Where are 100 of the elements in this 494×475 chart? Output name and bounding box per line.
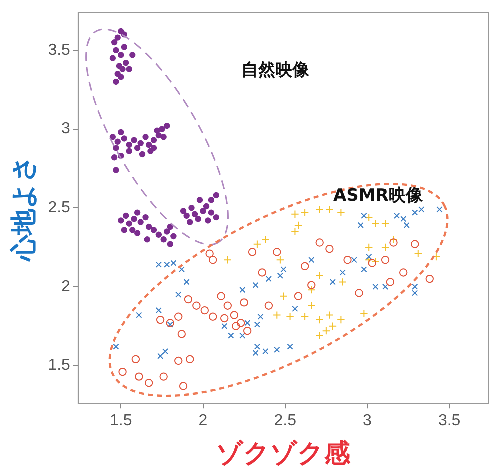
point: [330, 279, 336, 286]
point: [326, 311, 334, 320]
point: [184, 279, 190, 286]
x-tick-label: 3: [363, 412, 372, 430]
point: [340, 270, 346, 276]
y-tick-label: 2.5: [48, 200, 71, 217]
y-axis-title: 心地よさ: [9, 155, 40, 264]
point: [170, 260, 177, 266]
point: [164, 262, 170, 268]
point: [192, 302, 201, 310]
point: [179, 382, 188, 390]
point: [338, 278, 347, 286]
point: [372, 284, 379, 290]
point: [294, 221, 303, 230]
x-tick-label: 3.5: [438, 412, 461, 430]
annotation: 自然映像: [242, 60, 311, 81]
point: [273, 311, 282, 320]
point: [326, 206, 334, 214]
point: [355, 289, 364, 298]
point: [286, 312, 294, 321]
point: [361, 266, 368, 273]
point: [156, 262, 162, 268]
point: [300, 262, 310, 271]
point: [118, 368, 127, 376]
point: [400, 268, 408, 277]
point: [287, 344, 294, 350]
point: [414, 250, 422, 258]
point: [228, 332, 234, 339]
point: [254, 322, 260, 328]
point: [209, 312, 218, 321]
point: [243, 326, 252, 336]
point: [240, 298, 248, 307]
point: [372, 258, 380, 266]
point: [300, 208, 310, 217]
point: [381, 243, 390, 252]
point: [262, 348, 269, 355]
point: [230, 311, 239, 320]
point: [156, 308, 162, 314]
point: [372, 220, 380, 228]
point: [404, 222, 410, 228]
point: [280, 292, 288, 300]
point: [258, 268, 266, 277]
point: [365, 243, 374, 252]
point: [136, 312, 142, 318]
point: [209, 256, 218, 264]
point: [174, 312, 183, 321]
point: [316, 206, 324, 214]
point: [224, 302, 232, 310]
point: [326, 244, 334, 254]
point: [184, 295, 193, 304]
point: [160, 372, 168, 381]
point: [273, 248, 282, 256]
point: [382, 284, 389, 290]
point: [236, 319, 246, 328]
point: [337, 316, 346, 324]
point: [200, 306, 209, 315]
y-tick-label: 2: [62, 278, 71, 296]
point: [232, 322, 240, 330]
point: [328, 322, 338, 330]
point: [113, 344, 120, 350]
point: [258, 314, 264, 320]
point: [220, 314, 229, 323]
point: [240, 332, 246, 339]
point: [244, 320, 251, 326]
point: [322, 326, 331, 336]
point: [174, 356, 183, 366]
point: [386, 278, 395, 286]
point: [390, 236, 398, 244]
point: [344, 256, 352, 264]
point: [280, 266, 287, 273]
point: [337, 208, 346, 217]
point: [156, 316, 165, 324]
point: [365, 213, 374, 222]
point: [366, 254, 372, 260]
point: [206, 250, 214, 258]
point: [186, 355, 194, 364]
point: [308, 281, 316, 290]
point: [178, 266, 185, 273]
point: [316, 238, 324, 247]
point: [361, 212, 368, 220]
point: [240, 287, 246, 294]
point: [292, 306, 298, 312]
point: [316, 316, 324, 324]
point: [400, 216, 407, 222]
point: [266, 276, 272, 282]
point: [262, 236, 270, 244]
point: [418, 206, 425, 213]
point: [390, 238, 398, 247]
point: [294, 292, 303, 300]
point: [412, 210, 418, 216]
point: [222, 323, 228, 330]
point: [368, 259, 376, 268]
point: [308, 257, 315, 264]
point: [144, 379, 154, 388]
point: [316, 332, 324, 340]
y-tick-label: 1.5: [48, 357, 71, 374]
point: [381, 256, 390, 264]
point: [308, 286, 316, 294]
point: [308, 302, 316, 310]
point: [426, 274, 434, 284]
